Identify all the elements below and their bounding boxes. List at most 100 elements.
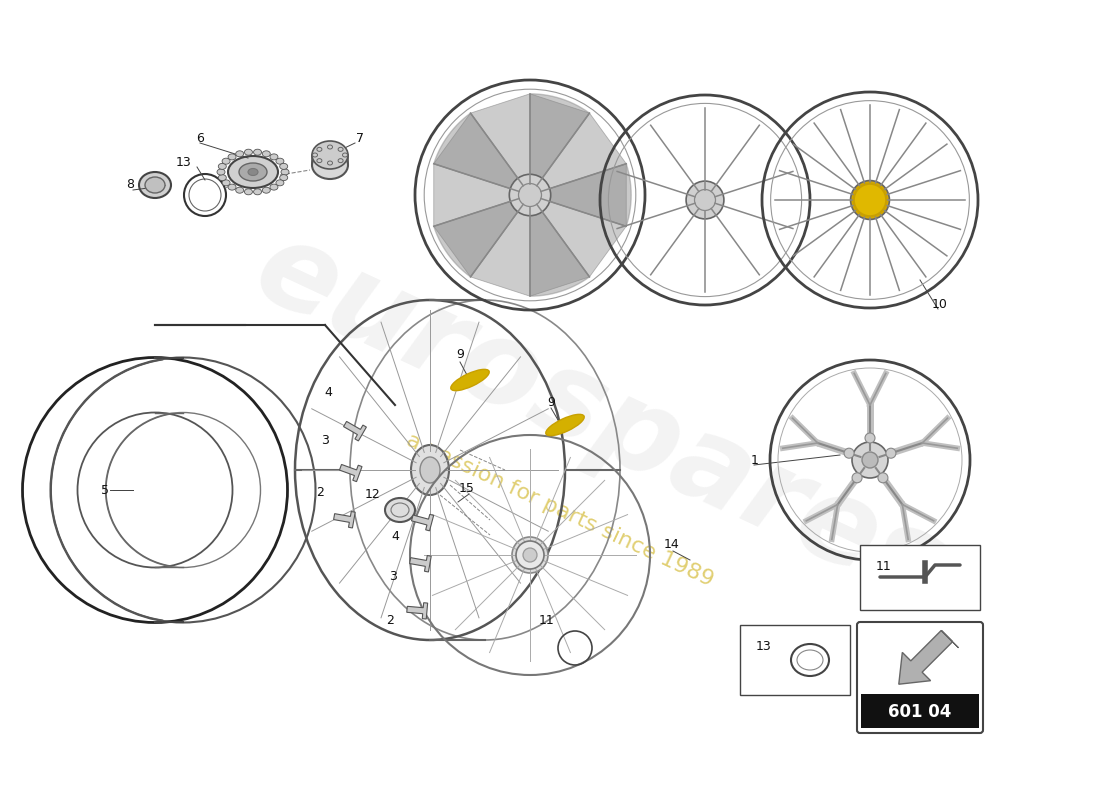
Polygon shape <box>407 602 428 619</box>
Polygon shape <box>343 422 366 441</box>
Ellipse shape <box>854 184 887 216</box>
Ellipse shape <box>222 180 230 186</box>
Polygon shape <box>433 113 521 190</box>
Ellipse shape <box>546 414 584 436</box>
Ellipse shape <box>686 181 724 219</box>
Polygon shape <box>433 113 521 190</box>
Text: 15: 15 <box>459 482 475 494</box>
Text: eurospares: eurospares <box>238 210 962 630</box>
Polygon shape <box>530 206 590 296</box>
Polygon shape <box>340 465 362 482</box>
Text: 2: 2 <box>386 614 394 626</box>
Ellipse shape <box>844 448 854 458</box>
Polygon shape <box>543 164 626 226</box>
Ellipse shape <box>222 158 230 164</box>
Ellipse shape <box>276 158 284 164</box>
Ellipse shape <box>312 151 348 179</box>
Text: 14: 14 <box>664 538 680 551</box>
Text: 12: 12 <box>365 489 381 502</box>
Polygon shape <box>899 630 953 684</box>
Ellipse shape <box>862 452 878 468</box>
Text: 9: 9 <box>547 395 554 409</box>
Ellipse shape <box>235 151 244 157</box>
Text: 11: 11 <box>876 560 892 573</box>
Ellipse shape <box>248 169 258 175</box>
Polygon shape <box>471 94 530 184</box>
Ellipse shape <box>342 153 348 157</box>
Text: 6: 6 <box>196 131 204 145</box>
Ellipse shape <box>522 548 537 562</box>
Ellipse shape <box>338 147 343 151</box>
Ellipse shape <box>279 163 288 170</box>
Polygon shape <box>530 94 590 184</box>
Ellipse shape <box>312 153 318 157</box>
Ellipse shape <box>235 187 244 193</box>
Ellipse shape <box>254 150 262 155</box>
Ellipse shape <box>239 163 267 181</box>
Text: 11: 11 <box>539 614 554 626</box>
Text: 8: 8 <box>126 178 134 191</box>
Ellipse shape <box>411 445 449 495</box>
Ellipse shape <box>254 189 262 194</box>
Ellipse shape <box>228 154 236 160</box>
Text: 3: 3 <box>321 434 329 446</box>
Ellipse shape <box>886 448 895 458</box>
Text: 4: 4 <box>392 530 399 543</box>
Text: 13: 13 <box>756 640 772 653</box>
Text: 9: 9 <box>456 349 464 362</box>
Text: 2: 2 <box>316 486 323 498</box>
Polygon shape <box>411 514 433 531</box>
Ellipse shape <box>420 457 440 483</box>
Ellipse shape <box>878 473 888 482</box>
Ellipse shape <box>385 498 415 522</box>
Text: 13: 13 <box>176 155 191 169</box>
Polygon shape <box>433 199 521 277</box>
Text: 7: 7 <box>356 131 364 145</box>
Ellipse shape <box>218 163 227 170</box>
Polygon shape <box>433 199 521 277</box>
Ellipse shape <box>516 541 544 569</box>
Polygon shape <box>409 555 431 572</box>
Ellipse shape <box>865 433 874 443</box>
Text: 3: 3 <box>389 570 397 583</box>
Polygon shape <box>333 511 355 528</box>
Bar <box>861 694 979 728</box>
Ellipse shape <box>262 151 271 157</box>
Bar <box>860 545 980 610</box>
Ellipse shape <box>218 174 227 181</box>
Ellipse shape <box>228 156 278 188</box>
Ellipse shape <box>328 161 332 165</box>
Polygon shape <box>471 206 530 296</box>
Ellipse shape <box>280 169 289 175</box>
Polygon shape <box>530 206 590 296</box>
Ellipse shape <box>262 187 271 193</box>
Polygon shape <box>538 113 626 190</box>
Ellipse shape <box>228 184 236 190</box>
Polygon shape <box>942 630 958 648</box>
Ellipse shape <box>244 150 252 155</box>
Ellipse shape <box>244 189 252 194</box>
FancyBboxPatch shape <box>857 622 983 733</box>
Ellipse shape <box>328 145 332 149</box>
Ellipse shape <box>859 190 881 210</box>
Text: 601 04: 601 04 <box>889 703 952 721</box>
Polygon shape <box>543 164 631 226</box>
Polygon shape <box>538 199 626 277</box>
Ellipse shape <box>512 537 548 573</box>
Ellipse shape <box>518 183 541 206</box>
Ellipse shape <box>317 147 322 151</box>
Bar <box>740 625 850 695</box>
Ellipse shape <box>139 172 170 198</box>
Text: 10: 10 <box>932 298 948 311</box>
Text: 4: 4 <box>324 386 332 399</box>
Ellipse shape <box>852 473 862 482</box>
Polygon shape <box>433 164 517 226</box>
Ellipse shape <box>270 154 278 160</box>
Ellipse shape <box>509 174 551 216</box>
Ellipse shape <box>850 181 890 219</box>
Ellipse shape <box>317 158 322 162</box>
Polygon shape <box>530 94 590 184</box>
Ellipse shape <box>312 141 348 169</box>
Text: 5: 5 <box>101 483 109 497</box>
Ellipse shape <box>852 442 888 478</box>
